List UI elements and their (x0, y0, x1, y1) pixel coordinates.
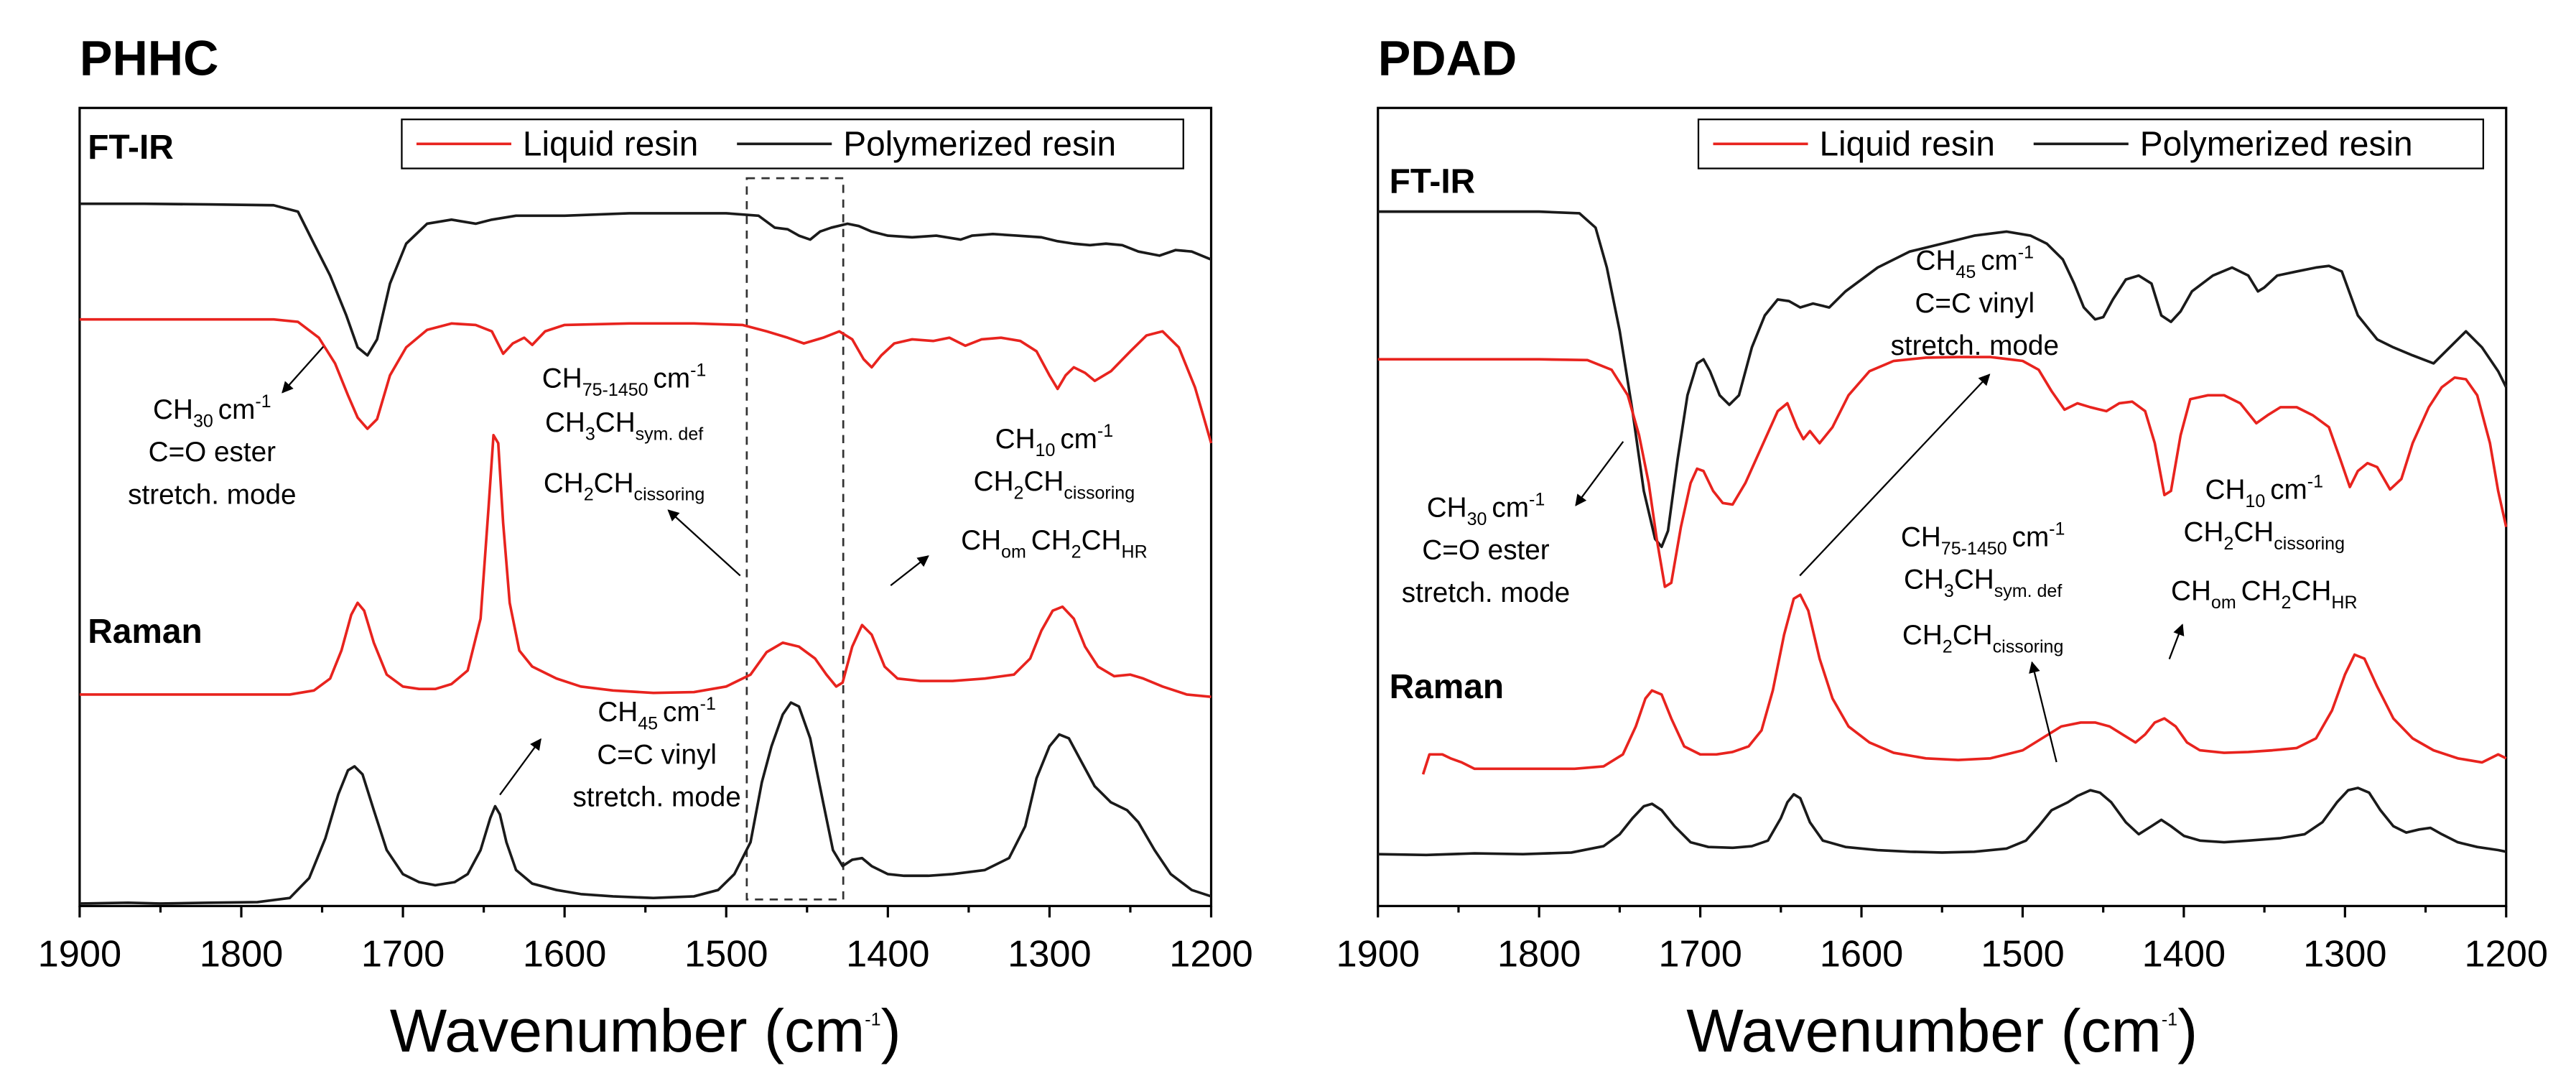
annotation-1730-line1: CH30 ​cm-1​ (1427, 490, 1545, 529)
annotation-1475-line1: CH75-1450 ​cm-1​ (542, 361, 707, 400)
raman-polymerized-resin-line (1377, 787, 2507, 857)
x-tick-label: 1700 (1658, 934, 1742, 975)
annotation-1410-line2: CH2​CHcissoring​ (974, 466, 1135, 503)
legend: Liquid resin Polymerized resin (1697, 119, 2485, 170)
x-tick-label: 1600 (1820, 934, 1903, 975)
annotation-1410-line2: CH2​CHcissoring​ (2184, 517, 2345, 554)
x-tick-label: 1800 (200, 934, 283, 975)
annotation-1730-arrow (282, 345, 325, 394)
annotation-1410-line1: CH10 ​cm-1​ (995, 421, 1114, 460)
annotation-1645-line2: C=C vinyl (597, 739, 717, 770)
annotation-1730-line2: C=O ester (1422, 535, 1549, 566)
annotation-1475-line1: CH75-1450 ​cm-1​ (1901, 519, 2065, 559)
legend-polymerized-label: Polymerized resin (2140, 125, 2413, 163)
annotation-1475-line3: CH2​CHcissoring​ (1902, 620, 2063, 657)
svg-text:CH30 ​cm-1​: CH30 ​cm-1​ (153, 391, 271, 431)
annotation-1410: CH10 ​cm-1​ CH2​CHcissoring​ CHom ​CH2​C… (890, 421, 1148, 587)
annotation-1645-line1: CH45 ​cm-1​ (1916, 243, 2035, 282)
raman-liquid-resin-line (1421, 593, 2507, 775)
annotation-1730: CH30 ​cm-1​ C=O ester stretch. mode (1402, 441, 1624, 608)
legend-box (401, 119, 1184, 170)
spectra-traces (79, 202, 1213, 905)
annotation-1410-line3: CHom ​CH2​CHHR​ (961, 525, 1147, 562)
x-axis-title: Wavenumber (cm-1) (1686, 997, 2198, 1064)
legend-polymerized-label: Polymerized resin (843, 125, 1116, 163)
annotation-1645-line2: C=C vinyl (1915, 288, 2035, 319)
ftir-label: FT-IR (88, 129, 173, 167)
panel-title: PDAD (1378, 32, 1517, 86)
legend-liquid-label: Liquid resin (523, 125, 698, 163)
annotation-1475-line3: CH2​CHcissoring​ (544, 468, 705, 504)
x-tick-label: 1500 (684, 934, 768, 975)
raman-label: Raman (1390, 668, 1504, 706)
ft-ir-polymerized-resin-line (1377, 210, 2508, 549)
annotation-1730-line3: stretch. mode (128, 479, 296, 510)
x-tick-label: 1300 (2303, 934, 2386, 975)
annotation-1645-line3: stretch. mode (1891, 330, 2059, 361)
pdad-panel: PDAD FT-IR Raman Liquid resin Polymerize… (1336, 32, 2548, 1064)
x-tick-label: 1900 (38, 934, 121, 975)
spectra-traces (1377, 210, 2508, 857)
annotation-1410-line1: CH10 ​cm-1​ (2205, 472, 2324, 511)
annotation-1410-line3: CHom ​CH2​CHHR​ (2171, 576, 2357, 613)
legend: Liquid resin Polymerized resin (401, 119, 1184, 170)
annotation-1645: CH45 ​cm-1​ C=C vinyl stretch. mode (1799, 243, 2059, 577)
x-tick-label: 1900 (1336, 934, 1419, 975)
x-tick-label: 1200 (2465, 934, 2548, 975)
x-tick-label: 1300 (1008, 934, 1091, 975)
annotation-1730-line1: CH30 ​cm-1​ (153, 391, 271, 431)
annotation-1475-line2: CH3​CHsym. def​ (1904, 565, 2062, 601)
x-tick-label: 1600 (523, 934, 606, 975)
annotation-1645-arrow (499, 738, 541, 796)
annotation-1730-arrow (1575, 441, 1624, 506)
legend-liquid-label: Liquid resin (1819, 125, 1994, 163)
x-tick-label: 1200 (1169, 934, 1252, 975)
ft-ir-polymerized-resin-line (79, 202, 1212, 357)
raman-liquid-resin-line (79, 434, 1212, 698)
annotation-1410: CH10 ​cm-1​ CH2​CHcissoring​ CHom ​CH2​C… (2168, 472, 2358, 659)
phhc-panel: PHHC FT-IR Raman Liquid resin Polymerize… (38, 32, 1253, 1064)
annotation-1475-line2: CH3​CHsym. def​ (545, 407, 703, 444)
ft-ir-liquid-resin-line (1377, 356, 2508, 588)
plot-frame (1377, 106, 2508, 907)
annotation-1475-arrow (2029, 661, 2057, 763)
annotation-1475: CH75-1450 ​cm-1​ CH3​CHsym. def​ CH2​CHc… (542, 361, 741, 577)
annotation-1645-line1: CH45 ​cm-1​ (597, 694, 716, 733)
ft-ir-liquid-resin-line (79, 317, 1213, 444)
x-axis: 1900 1800 1700 1600 1500 1400 1300 1200 (1336, 906, 2548, 975)
annotation-1645: CH45 ​cm-1​ C=C vinyl stretch. mode (499, 694, 741, 812)
x-axis-title: Wavenumber (cm-1) (390, 997, 901, 1064)
x-tick-label: 1400 (2142, 934, 2226, 975)
annotation-1410-arrow (890, 555, 929, 587)
highlight-region (745, 177, 845, 901)
x-tick-label: 1800 (1497, 934, 1581, 975)
annotation-1475-arrow (667, 509, 741, 577)
x-axis: 1900 1800 1700 1600 1500 1400 1300 1200 (38, 906, 1253, 975)
annotation-1475: CH75-1450 ​cm-1​ CH3​CHsym. def​ CH2​CHc… (1901, 519, 2065, 763)
panel-title: PHHC (80, 32, 219, 86)
raman-label: Raman (88, 613, 202, 651)
annotation-1730-line3: stretch. mode (1402, 577, 1570, 608)
annotation-1410-arrow (2168, 623, 2185, 659)
x-tick-label: 1400 (846, 934, 929, 975)
annotation-1730-line2: C=O ester (149, 437, 276, 468)
x-tick-label: 1500 (1981, 934, 2064, 975)
x-tick-label: 1700 (361, 934, 445, 975)
annotation-1645-line3: stretch. mode (572, 781, 740, 812)
annotation-1730: CH30 ​cm-1​ C=O ester stretch. mode (128, 345, 325, 510)
ftir-label: FT-IR (1390, 163, 1475, 201)
annotation-1645-arrow (1799, 374, 1991, 577)
raman-polymerized-resin-line (79, 701, 1212, 905)
